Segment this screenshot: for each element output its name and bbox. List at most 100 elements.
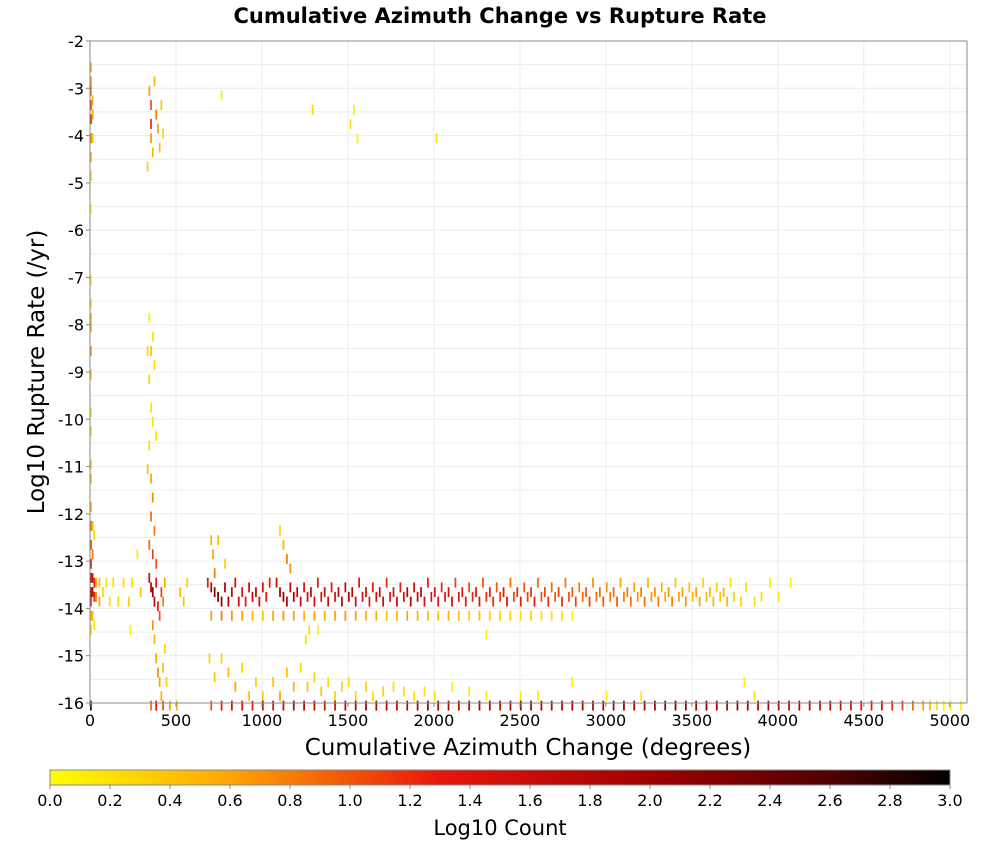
heatmap-cell bbox=[746, 700, 749, 711]
heatmap-cell bbox=[769, 577, 771, 588]
heatmap-cell bbox=[279, 691, 281, 702]
heatmap-cell bbox=[540, 610, 543, 621]
y-tick-label: -4 bbox=[68, 127, 84, 146]
heatmap-cell bbox=[153, 596, 156, 607]
heatmap-cell bbox=[396, 596, 398, 607]
heatmap-cell bbox=[729, 577, 732, 588]
heatmap-cell bbox=[674, 577, 677, 588]
heatmap-cell bbox=[516, 587, 519, 598]
heatmap-cell bbox=[671, 596, 673, 607]
y-tick-label: -5 bbox=[68, 174, 84, 193]
heatmap-cell bbox=[150, 119, 152, 129]
heatmap-cell bbox=[623, 591, 625, 602]
heatmap-cell bbox=[148, 440, 151, 451]
colorbar-tick-label: 0.6 bbox=[217, 791, 242, 810]
heatmap-cell bbox=[129, 624, 132, 635]
x-axis-label: Cumulative Azimuth Change (degrees) bbox=[305, 735, 752, 761]
heatmap-cell bbox=[210, 610, 213, 621]
heatmap-cell bbox=[155, 431, 158, 442]
heatmap-cell bbox=[530, 610, 532, 621]
heatmap-cell bbox=[427, 700, 429, 711]
colorbar-tick-label: 2.8 bbox=[877, 791, 902, 810]
heatmap-cell bbox=[537, 691, 539, 702]
heatmap-cell bbox=[557, 587, 560, 598]
heatmap-cell bbox=[375, 700, 378, 711]
heatmap-cell bbox=[220, 90, 223, 101]
heatmap-cell bbox=[227, 667, 230, 678]
heatmap-cell bbox=[482, 577, 484, 588]
heatmap-cell bbox=[162, 128, 164, 139]
heatmap-cell bbox=[303, 700, 305, 711]
heatmap-cell bbox=[90, 596, 92, 607]
heatmap-cell bbox=[139, 587, 142, 598]
heatmap-cell bbox=[148, 312, 151, 323]
heatmap-cell bbox=[212, 549, 214, 560]
heatmap-cell bbox=[757, 700, 759, 711]
heatmap-cell bbox=[454, 577, 457, 588]
heatmap-cell bbox=[292, 681, 295, 692]
heatmap-cell bbox=[248, 691, 250, 702]
heatmap-cell bbox=[922, 700, 925, 711]
heatmap-cell bbox=[213, 587, 216, 598]
y-tick-label: -10 bbox=[58, 410, 84, 429]
colorbar-tick-label: 1.6 bbox=[517, 791, 542, 810]
heatmap-cell bbox=[396, 610, 398, 621]
heatmap-cell bbox=[165, 676, 168, 687]
heatmap-cell bbox=[561, 700, 563, 711]
heatmap-cell bbox=[406, 610, 409, 621]
heatmap-cell bbox=[406, 700, 409, 711]
heatmap-cell bbox=[347, 676, 350, 687]
heatmap-cell bbox=[745, 582, 747, 593]
heatmap-cell bbox=[234, 681, 237, 692]
heatmap-cell bbox=[93, 591, 96, 602]
heatmap-cell bbox=[664, 700, 667, 711]
heatmap-cell bbox=[347, 591, 350, 602]
heatmap-cell bbox=[654, 587, 656, 598]
heatmap-cell bbox=[695, 700, 698, 711]
heatmap-cell bbox=[146, 345, 149, 356]
heatmap-cell bbox=[478, 700, 481, 711]
heatmap-cell bbox=[155, 653, 158, 664]
heatmap-cell bbox=[488, 700, 491, 711]
heatmap-cell bbox=[437, 700, 440, 711]
y-tick-label: -9 bbox=[68, 363, 84, 382]
heatmap-cell bbox=[265, 591, 268, 602]
heatmap-cell bbox=[220, 596, 223, 607]
heatmap-cell bbox=[684, 700, 687, 711]
heatmap-cell bbox=[891, 700, 894, 711]
heatmap-cell bbox=[151, 587, 154, 598]
heatmap-cell bbox=[323, 700, 326, 711]
heatmap-cell bbox=[433, 691, 436, 702]
heatmap-cell bbox=[241, 610, 244, 621]
heatmap-cell bbox=[320, 591, 323, 602]
heatmap-cell bbox=[306, 591, 309, 602]
heatmap-cell bbox=[90, 85, 92, 96]
heatmap-cell bbox=[90, 700, 92, 711]
heatmap-cell bbox=[911, 700, 914, 711]
heatmap-cell bbox=[169, 700, 171, 711]
heatmap-cell bbox=[299, 596, 302, 607]
heatmap-cell bbox=[385, 610, 388, 621]
heatmap-cell bbox=[234, 577, 237, 588]
heatmap-cell bbox=[354, 691, 357, 702]
heatmap-cell bbox=[90, 312, 92, 323]
x-tick-label: 3000 bbox=[586, 711, 627, 730]
heatmap-cell bbox=[108, 596, 111, 607]
x-tick-label: 4500 bbox=[843, 711, 884, 730]
heatmap-cell bbox=[150, 133, 152, 144]
y-tick-label: -3 bbox=[68, 79, 84, 98]
heatmap-cell bbox=[231, 587, 233, 598]
heatmap-cell bbox=[375, 610, 378, 621]
heatmap-cell bbox=[743, 676, 746, 687]
heatmap-cell bbox=[90, 407, 92, 418]
heatmap-cell bbox=[261, 582, 264, 593]
heatmap-cell bbox=[282, 539, 285, 550]
heatmap-cell bbox=[162, 662, 164, 673]
heatmap-cell bbox=[571, 676, 574, 687]
heatmap-cell bbox=[936, 700, 938, 711]
heatmap-cell bbox=[547, 596, 550, 607]
y-tick-label: -15 bbox=[58, 647, 84, 666]
heatmap-cell bbox=[468, 700, 471, 711]
heatmap-cell bbox=[151, 492, 154, 503]
heatmap-cell bbox=[423, 596, 426, 607]
